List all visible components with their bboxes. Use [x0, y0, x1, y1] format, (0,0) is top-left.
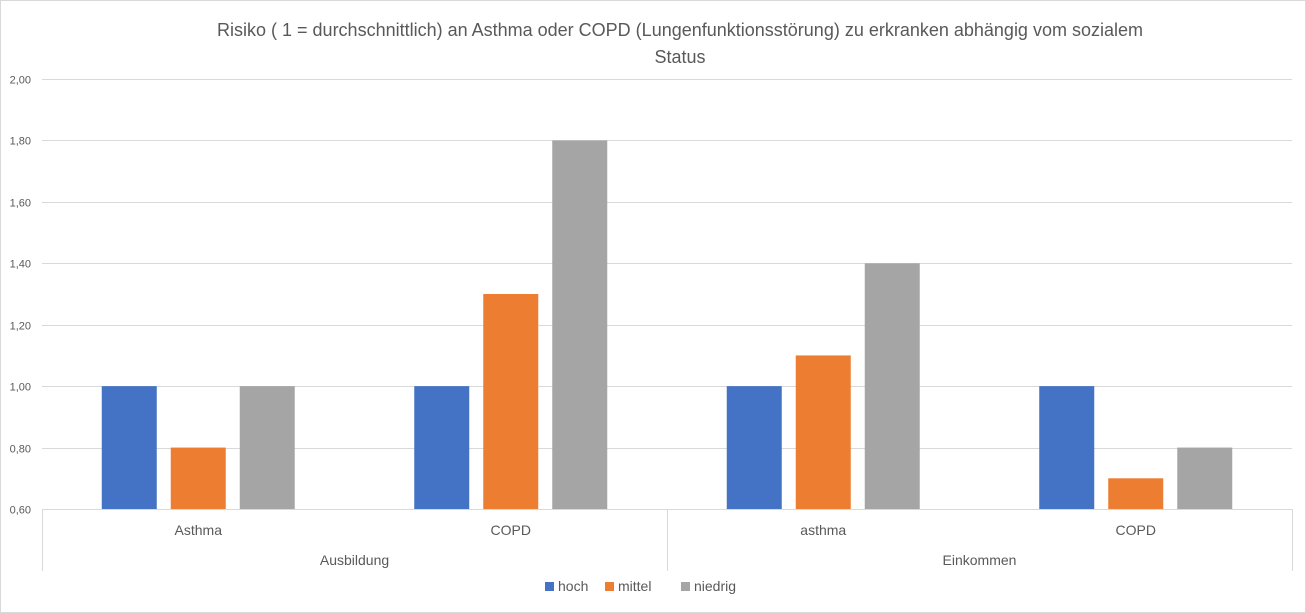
legend: hoch mittel niedrig [545, 578, 736, 594]
bar-hoch [414, 386, 470, 509]
bar-niedrig [864, 263, 920, 509]
legend-swatch [605, 582, 614, 591]
bar-mittel [170, 447, 226, 509]
x-group-label: Ausbildung [320, 552, 389, 568]
legend-label: hoch [558, 578, 588, 594]
x-axis: Asthma COPD Ausbildung asthma COPD Einkommen [42, 509, 1293, 571]
y-tick-label: 2,00 [10, 75, 31, 87]
legend-item-niedrig: niedrig [681, 578, 736, 594]
x-group-label: Einkommen [943, 552, 1017, 568]
legend-label: niedrig [694, 578, 736, 594]
y-tick-label: 1,60 [10, 198, 31, 210]
bar-hoch [101, 386, 157, 509]
bar-niedrig [239, 386, 295, 509]
y-tick-label: 1,80 [10, 136, 31, 148]
x-category-label: COPD [491, 522, 531, 538]
x-category-label: asthma [800, 522, 846, 538]
bar-hoch [726, 386, 782, 509]
bar-mittel [795, 355, 851, 509]
bar-mittel [1108, 478, 1164, 509]
y-tick-label: 1,20 [10, 321, 31, 333]
x-category-label: COPD [1116, 522, 1156, 538]
legend-item-hoch: hoch [545, 578, 588, 594]
y-axis-tick-labels: 0,60 0,80 1,00 1,20 1,40 1,60 1,80 2,00 [10, 75, 31, 517]
gridlines [42, 79, 1292, 510]
chart-title-line-1: Risiko ( 1 = durchschnittlich) an Asthma… [217, 20, 1143, 40]
y-tick-label: 1,40 [10, 259, 31, 271]
chart-title: Risiko ( 1 = durchschnittlich) an Asthma… [217, 20, 1143, 67]
y-tick-label: 0,80 [10, 444, 31, 456]
legend-swatch [681, 582, 690, 591]
y-tick-label: 0,60 [10, 505, 31, 517]
bar-niedrig [552, 140, 608, 509]
legend-item-mittel: mittel [605, 578, 651, 594]
legend-swatch [545, 582, 554, 591]
bar-mittel [483, 294, 539, 509]
bars [101, 140, 1233, 509]
y-tick-label: 1,00 [10, 382, 31, 394]
bar-niedrig [1177, 447, 1233, 509]
x-category-label: Asthma [175, 522, 223, 538]
chart-title-line-2: Status [654, 47, 705, 67]
bar-hoch [1039, 386, 1095, 509]
legend-label: mittel [618, 578, 651, 594]
